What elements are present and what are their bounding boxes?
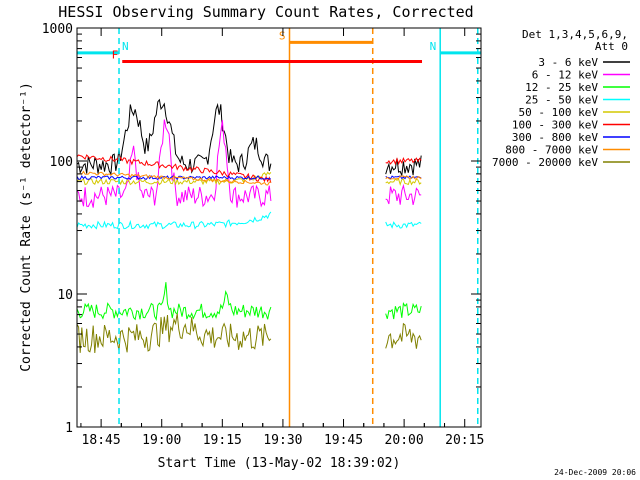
series-line-3 (76, 282, 422, 321)
legend-label-2: 6 - 12 keV (532, 69, 599, 82)
x-tick-label: 19:00 (142, 433, 181, 448)
data-gap-1 (270, 28, 386, 427)
x-tick-label: 18:45 (82, 433, 121, 448)
x-tick-label: 19:45 (324, 433, 363, 448)
data-gaps (270, 28, 481, 427)
flag-label-4: S (279, 29, 286, 42)
x-tick-label: 19:15 (203, 433, 242, 448)
legend-header-1: Det 1,3,4,5,6,9, (522, 28, 628, 41)
y-tick-label: 10 (57, 288, 73, 303)
legend-label-4: 25 - 50 keV (525, 94, 598, 107)
series-line-8 (76, 170, 422, 186)
flag-bars: N NFS (77, 29, 481, 63)
legend-label-5: 50 - 100 keV (519, 106, 599, 119)
plot-frame (76, 27, 482, 428)
legend-label-9: 7000 - 20000 keV (492, 156, 598, 169)
series-line-9 (76, 313, 422, 354)
legend-label-6: 100 - 300 keV (512, 119, 598, 132)
legend-label-7: 300 - 800 keV (512, 131, 598, 144)
flag-label-2: N (430, 40, 437, 53)
chart-title: HESSI Observing Summary Count Rates, Cor… (58, 3, 473, 21)
y-tick-label: 100 (50, 155, 73, 170)
series-line-2 (76, 119, 422, 208)
flag-label-1: N (122, 40, 129, 53)
flag-label-3: F (112, 48, 119, 61)
x-tick-label: 20:15 (445, 433, 484, 448)
series-layer (76, 98, 422, 354)
legend-label-8: 800 - 7000 keV (505, 144, 598, 157)
x-axis-label: Start Time (13-May-02 18:39:02) (158, 456, 401, 471)
legend-label-1: 3 - 6 keV (538, 56, 598, 69)
y-tick-label: 1 (65, 421, 73, 436)
vertical-markers (118, 28, 479, 427)
series-line-5 (76, 171, 422, 187)
series-line-6 (76, 154, 422, 183)
series-line-4 (76, 211, 422, 230)
axes: 18:45 19:00 19:15 19:30 19:45 20:00 20:15 1 10 10… (42, 22, 485, 448)
x-tick-label: 19:30 (263, 433, 302, 448)
legend-header-2: Att 0 (595, 40, 628, 53)
timestamp: 24-Dec-2009 20:06 (554, 468, 636, 477)
data-gap-2 (422, 28, 481, 427)
series-line-1 (76, 98, 422, 176)
y-axis-label: Corrected Count Rate (s⁻¹ detector⁻¹) (19, 82, 34, 372)
y-tick-label: 1000 (42, 22, 73, 37)
x-tick-label: 20:00 (385, 433, 424, 448)
legend-label-3: 12 - 25 keV (525, 81, 598, 94)
